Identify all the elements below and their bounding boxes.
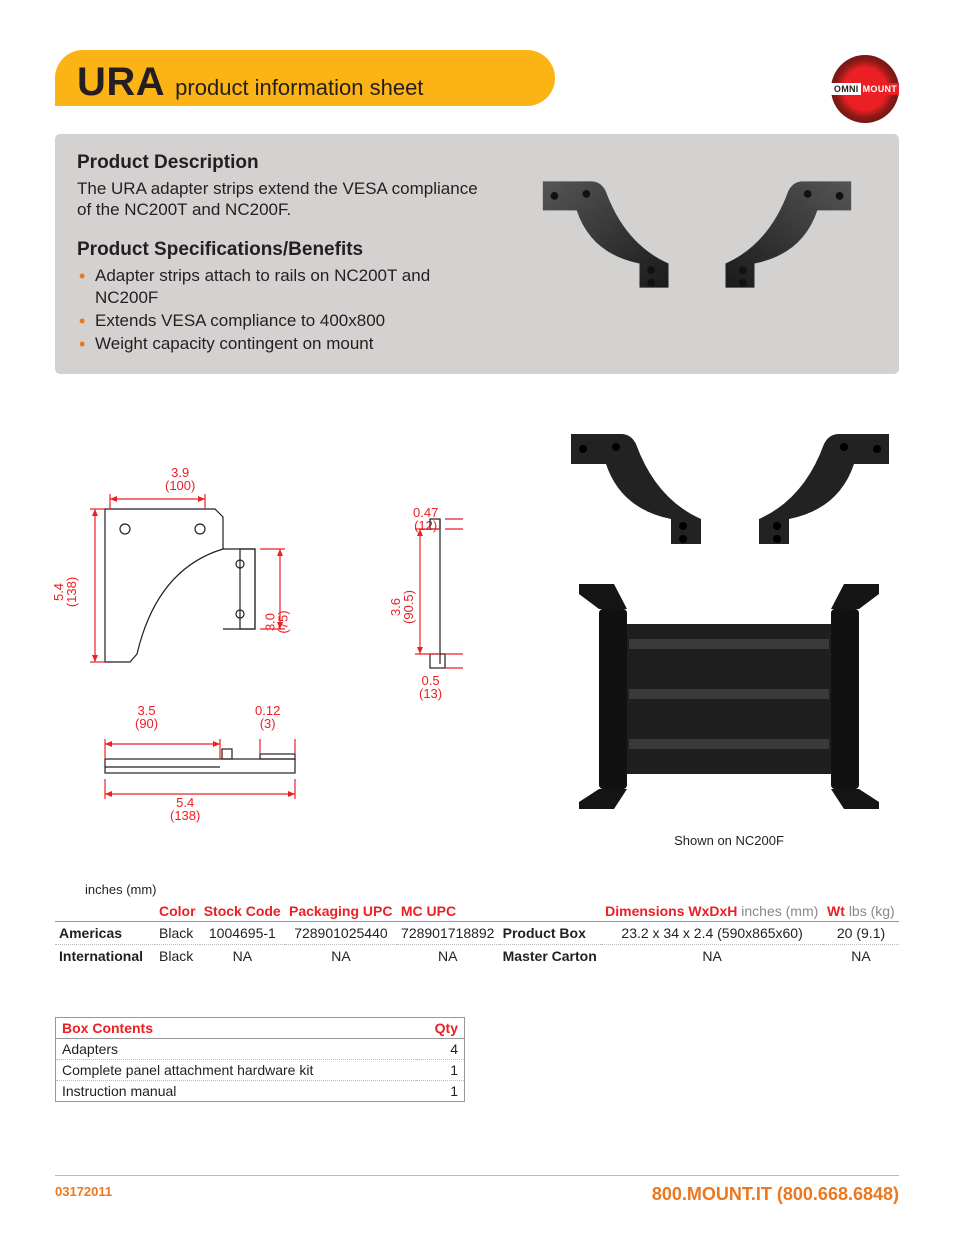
- col-pkg-upc: Packaging UPC: [285, 901, 397, 922]
- col-box-contents: Box Contents: [56, 1018, 416, 1039]
- brand-right: MOUNT: [861, 83, 900, 95]
- col-dims: Dimensions WxDxH inches (mm): [601, 901, 823, 922]
- col-mc-upc: MC UPC: [397, 901, 499, 922]
- page-footer: 03172011 800.MOUNT.IT (800.668.6848): [55, 1175, 899, 1205]
- contact-phone: 800.MOUNT.IT (800.668.6848): [652, 1184, 899, 1205]
- technical-drawing-side: [415, 514, 465, 689]
- technical-drawing-main: [85, 494, 305, 674]
- col-wt: Wt lbs (kg): [823, 901, 899, 922]
- bracket-pair-row: [561, 414, 899, 564]
- dim-bot-left: 3.5(90): [135, 704, 158, 730]
- col-color: Color: [155, 901, 200, 922]
- desc-body: The URA adapter strips extend the VESA c…: [77, 178, 487, 221]
- table-header-row: Box Contents Qty: [56, 1018, 465, 1039]
- table-row: Instruction manual1: [56, 1081, 465, 1102]
- specs-heading: Product Specifications/Benefits: [77, 239, 487, 261]
- dimension-diagrams: 3.9(100) 5.4(138) 3.0(75) 0.47(12) 3.6(9…: [55, 414, 465, 894]
- table-row: Adapters4: [56, 1039, 465, 1060]
- brand-logo: OMNIMOUNT: [831, 55, 899, 123]
- bracket-photo-small-left: [561, 414, 721, 564]
- title-pill: URA product information sheet: [55, 50, 555, 106]
- spec-bullet: Extends VESA compliance to 400x800: [77, 310, 487, 333]
- table-row: Americas Black 1004695-1 728901025440 72…: [55, 922, 899, 945]
- table-header-row: Color Stock Code Packaging UPC MC UPC Di…: [55, 901, 899, 922]
- box-contents-table: Box Contents Qty Adapters4 Complete pane…: [55, 1017, 465, 1102]
- table-row: Complete panel attachment hardware kit1: [56, 1060, 465, 1081]
- diagrams-section: 3.9(100) 5.4(138) 3.0(75) 0.47(12) 3.6(9…: [55, 414, 899, 894]
- mount-caption: Shown on NC200F: [559, 833, 899, 848]
- bracket-photo-right: [706, 162, 861, 307]
- bracket-photo-small-right: [739, 414, 899, 564]
- product-code: URA: [77, 60, 165, 105]
- dim-left: 5.4(138): [52, 577, 78, 607]
- technical-drawing-bottom: [90, 734, 310, 814]
- col-stock: Stock Code: [200, 901, 285, 922]
- spec-bullet: Adapter strips attach to rails on NC200T…: [77, 265, 487, 311]
- description-column: Product Description The URA adapter stri…: [77, 152, 487, 356]
- spec-bullet: Weight capacity contingent on mount: [77, 333, 487, 356]
- doc-subtitle: product information sheet: [175, 75, 423, 101]
- mount-assembly-photo: [559, 584, 899, 809]
- brand-left: OMNI: [831, 83, 862, 95]
- bracket-photo-left: [533, 162, 688, 307]
- dim-top: 3.9(100): [165, 466, 195, 492]
- sku-spec-table: Color Stock Code Packaging UPC MC UPC Di…: [55, 901, 899, 967]
- specs-bullets: Adapter strips attach to rails on NC200T…: [77, 265, 487, 357]
- col-qty: Qty: [416, 1018, 465, 1039]
- photo-column: Shown on NC200F: [495, 414, 899, 894]
- table-row: International Black NA NA NA Master Cart…: [55, 945, 899, 968]
- doc-date: 03172011: [55, 1184, 112, 1205]
- dim-side-h: 3.6(90.5): [389, 590, 415, 624]
- desc-heading: Product Description: [77, 152, 487, 174]
- product-image-column: [517, 152, 877, 356]
- description-panel: Product Description The URA adapter stri…: [55, 134, 899, 374]
- dim-bot-right: 0.12(3): [255, 704, 280, 730]
